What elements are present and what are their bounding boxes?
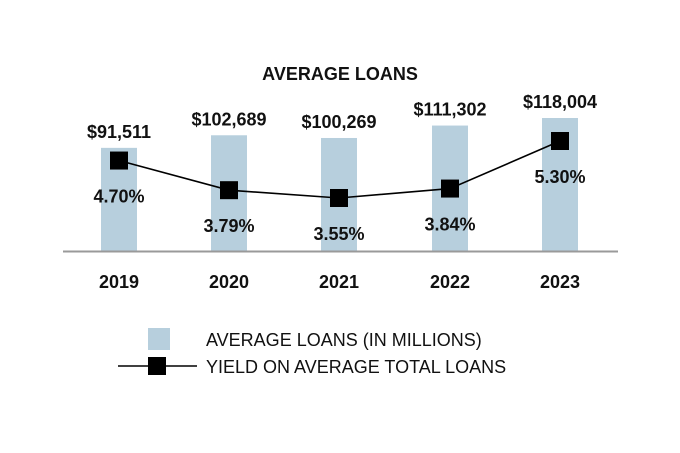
chart-title: AVERAGE LOANS [262, 64, 418, 84]
yield-marker-2020 [220, 181, 238, 200]
x-tick-label-2021: 2021 [319, 272, 359, 292]
yield-label-2021: 3.55% [313, 224, 364, 244]
yield-label-2023: 5.30% [534, 167, 585, 187]
bar-value-label-2019: $91,511 [87, 122, 151, 142]
yield-label-2020: 3.79% [203, 216, 254, 236]
bar-value-label-2020: $102,689 [191, 109, 266, 129]
yield-marker-2023 [551, 132, 569, 150]
yield-marker-2022 [441, 179, 459, 198]
yield-marker-2021 [330, 189, 348, 207]
x-tick-label-2022: 2022 [430, 272, 470, 292]
legend-bar-label: AVERAGE LOANS (IN MILLIONS) [206, 330, 482, 350]
bar-value-label-2021: $100,269 [301, 112, 376, 132]
bar-value-label-2023: $118,004 [523, 92, 597, 112]
yield-marker-2019 [110, 151, 128, 170]
legend-line-marker [148, 357, 166, 375]
x-tick-label-2019: 2019 [99, 272, 139, 292]
x-tick-label-2020: 2020 [209, 272, 249, 292]
legend-bar-swatch [148, 328, 170, 350]
x-tick-label-2023: 2023 [540, 272, 580, 292]
yield-label-2022: 3.84% [424, 215, 475, 235]
bar-value-label-2022: $111,302 [413, 100, 486, 120]
yield-label-2019: 4.70% [93, 187, 144, 207]
legend-line-label: YIELD ON AVERAGE TOTAL LOANS [206, 357, 506, 377]
